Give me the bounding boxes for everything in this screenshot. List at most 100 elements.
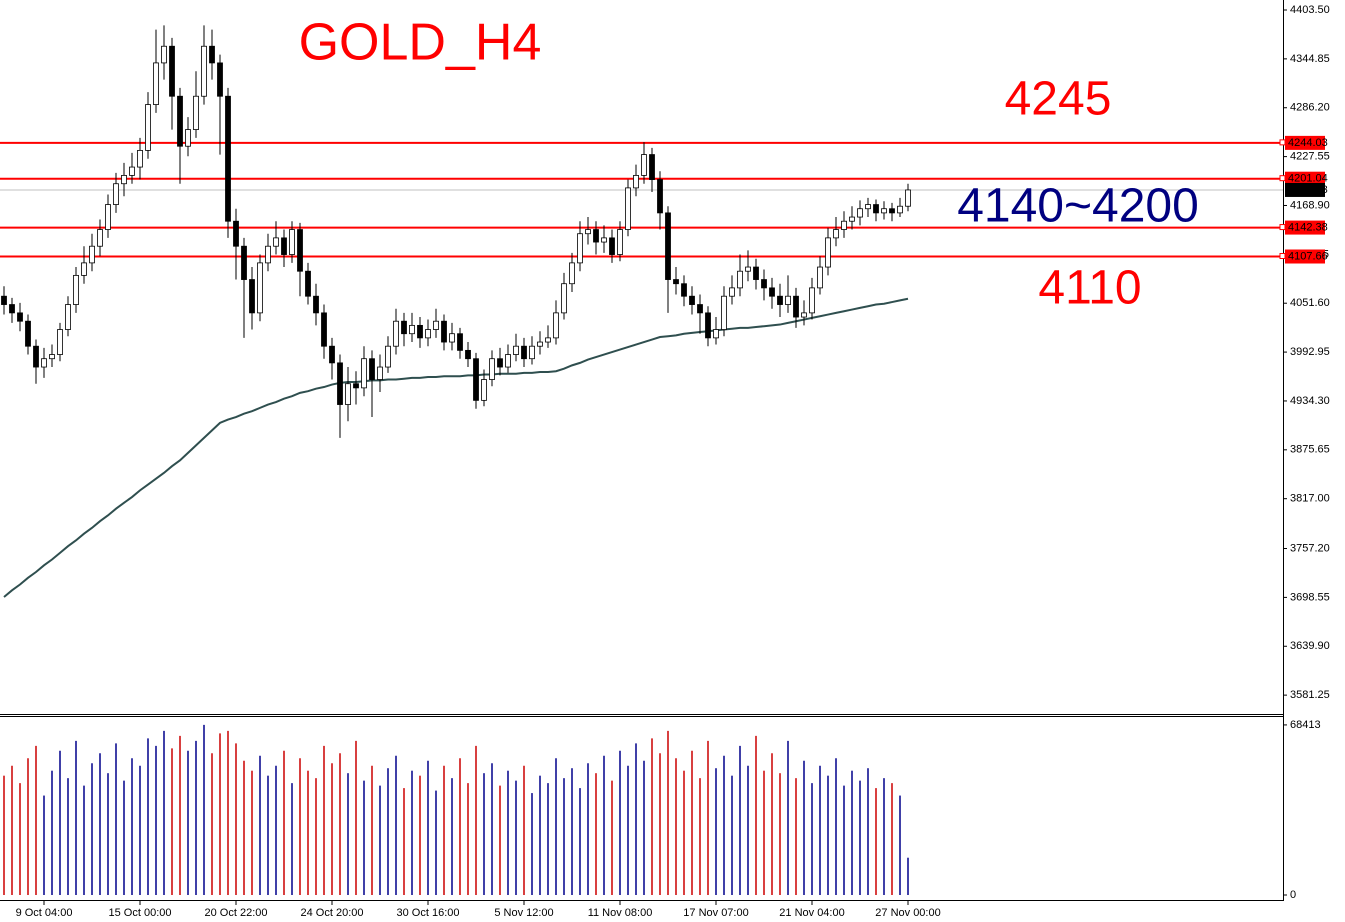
candle-body (137, 149, 143, 168)
candle-body (329, 345, 335, 364)
candle-body (233, 220, 239, 247)
candle-body (713, 329, 719, 339)
candle-body (249, 279, 255, 314)
candle-body (521, 345, 527, 360)
candle-body (129, 166, 135, 176)
level-marker (1279, 253, 1286, 260)
candle-body (889, 208, 895, 214)
candle-body (577, 233, 583, 264)
candle-body (849, 216, 855, 222)
candle-body (505, 354, 511, 368)
level-marker (1279, 175, 1286, 182)
level-label: 4201.04 (1288, 173, 1328, 185)
annotation: 4110 (1038, 262, 1141, 315)
candle-body (81, 262, 87, 276)
candle-body (497, 358, 503, 368)
candle-body (145, 104, 151, 151)
candle-body (193, 95, 199, 130)
candle-body (449, 333, 455, 343)
candle-body (721, 295, 727, 330)
y-tick-label: 4934.30 (1290, 395, 1330, 407)
candle-body (433, 320, 439, 330)
candle-body (25, 320, 31, 347)
y-tick-label: 4403.50 (1290, 4, 1330, 16)
level-tag (1285, 135, 1325, 150)
candle-body (777, 295, 783, 305)
candle-body (873, 204, 879, 214)
candle-body (369, 358, 375, 380)
candle-body (673, 279, 679, 285)
y-tick-label: 3757.20 (1290, 542, 1330, 554)
candle-body (417, 324, 423, 339)
candle-body (361, 358, 367, 389)
y-tick-label: 4227.55 (1290, 151, 1330, 163)
candle-body (385, 345, 391, 368)
candle-body (401, 320, 407, 335)
y-tick-label: 3639.90 (1290, 640, 1330, 652)
candle-body (697, 304, 703, 314)
candle-body (785, 295, 791, 305)
candle-body (273, 237, 279, 247)
x-tick-label: 5 Nov 12:00 (494, 907, 553, 919)
candle-body (593, 229, 599, 243)
candle-body (841, 220, 847, 230)
candle-body (625, 187, 631, 230)
candle-body (881, 208, 887, 214)
candle-body (665, 212, 671, 280)
candle-body (49, 354, 55, 360)
candle-body (801, 312, 807, 318)
candle-body (225, 95, 231, 222)
level-marker (1279, 224, 1286, 231)
level-tag (1285, 220, 1325, 235)
candle-body (353, 383, 359, 389)
candle-body (681, 283, 687, 297)
volume-tick-label: 0 (1290, 889, 1296, 901)
level-tag (1285, 249, 1325, 264)
candle-body (633, 174, 639, 189)
candle-body (473, 358, 479, 401)
candle-body (305, 270, 311, 297)
candle-body (569, 262, 575, 285)
candle-body (33, 345, 39, 368)
candle-body (217, 62, 223, 97)
candle-body (89, 245, 95, 264)
chart-title: GOLD_H4 (299, 14, 542, 72)
x-tick-label: 11 Nov 08:00 (588, 907, 653, 919)
x-tick-label: 15 Oct 00:00 (109, 907, 172, 919)
candle-body (489, 358, 495, 380)
candle-body (481, 379, 487, 401)
x-tick-label: 24 Oct 20:00 (301, 907, 364, 919)
last-price-tag (1285, 182, 1325, 197)
candle-body (41, 358, 47, 368)
candle-body (769, 287, 775, 297)
candle-body (73, 274, 79, 305)
candle-body (657, 179, 663, 214)
candle-body (241, 245, 247, 280)
candle-body (761, 279, 767, 289)
candle-body (753, 266, 759, 280)
candle-body (297, 229, 303, 272)
candle-body (857, 208, 863, 218)
candle-body (641, 154, 647, 176)
candle-body (689, 295, 695, 305)
moving-average (3, 297, 909, 598)
candle-body (729, 287, 735, 297)
annotation: 4140~4200 (957, 180, 1199, 233)
y-tick-label: 4051.60 (1290, 297, 1330, 309)
candle-body (545, 337, 551, 343)
volume-tick-label: 68413 (1290, 719, 1321, 731)
candle-body (513, 345, 519, 355)
candle-body (409, 324, 415, 335)
candle-body (153, 62, 159, 105)
x-tick-label: 27 Nov 00:00 (875, 907, 940, 919)
x-tick-label: 21 Nov 04:00 (779, 907, 844, 919)
x-tick-label: 20 Oct 22:00 (205, 907, 268, 919)
level-label: 4244.03 (1288, 137, 1328, 149)
x-tick-label: 9 Oct 04:00 (16, 907, 73, 919)
candle-body (457, 333, 463, 351)
candle-body (865, 204, 871, 210)
last-price-label: 4187.53 (1288, 184, 1328, 196)
y-tick-label: 3698.55 (1290, 591, 1330, 603)
x-tick-label: 17 Nov 07:00 (683, 907, 748, 919)
